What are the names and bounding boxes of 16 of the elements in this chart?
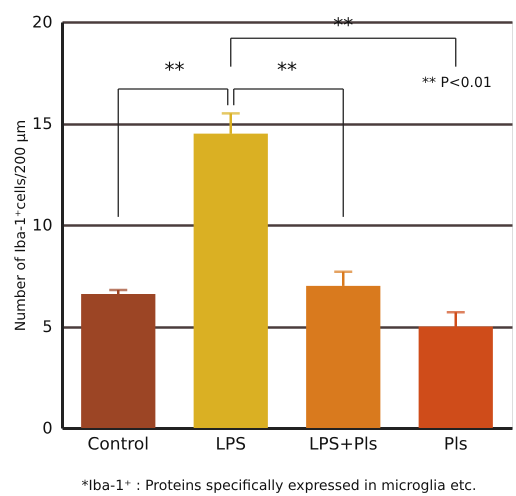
y-tick-label: 20 [32,12,52,32]
annotation: ** [164,58,184,82]
bar [81,294,156,428]
y-axis-title: Number of Iba-1⁺cells/200 µm [13,120,30,332]
y-tick-label: 5 [42,317,52,336]
x-tick-label: Control [88,434,149,454]
x-tick-label: Pls [444,434,468,454]
annotation: ** P<0.01 [422,74,492,91]
annotation: ** [333,13,354,38]
y-tick-label: 15 [32,114,52,133]
x-tick-label: LPS [215,434,246,454]
annotation: ** [277,58,297,82]
y-tick-label: 0 [42,418,52,438]
x-tick-label: LPS+Pls [308,434,378,454]
y-tick-label: 10 [32,216,52,234]
text: *Iba-1⁺ : Proteins specifically expressed in microglia etc. [82,478,476,494]
